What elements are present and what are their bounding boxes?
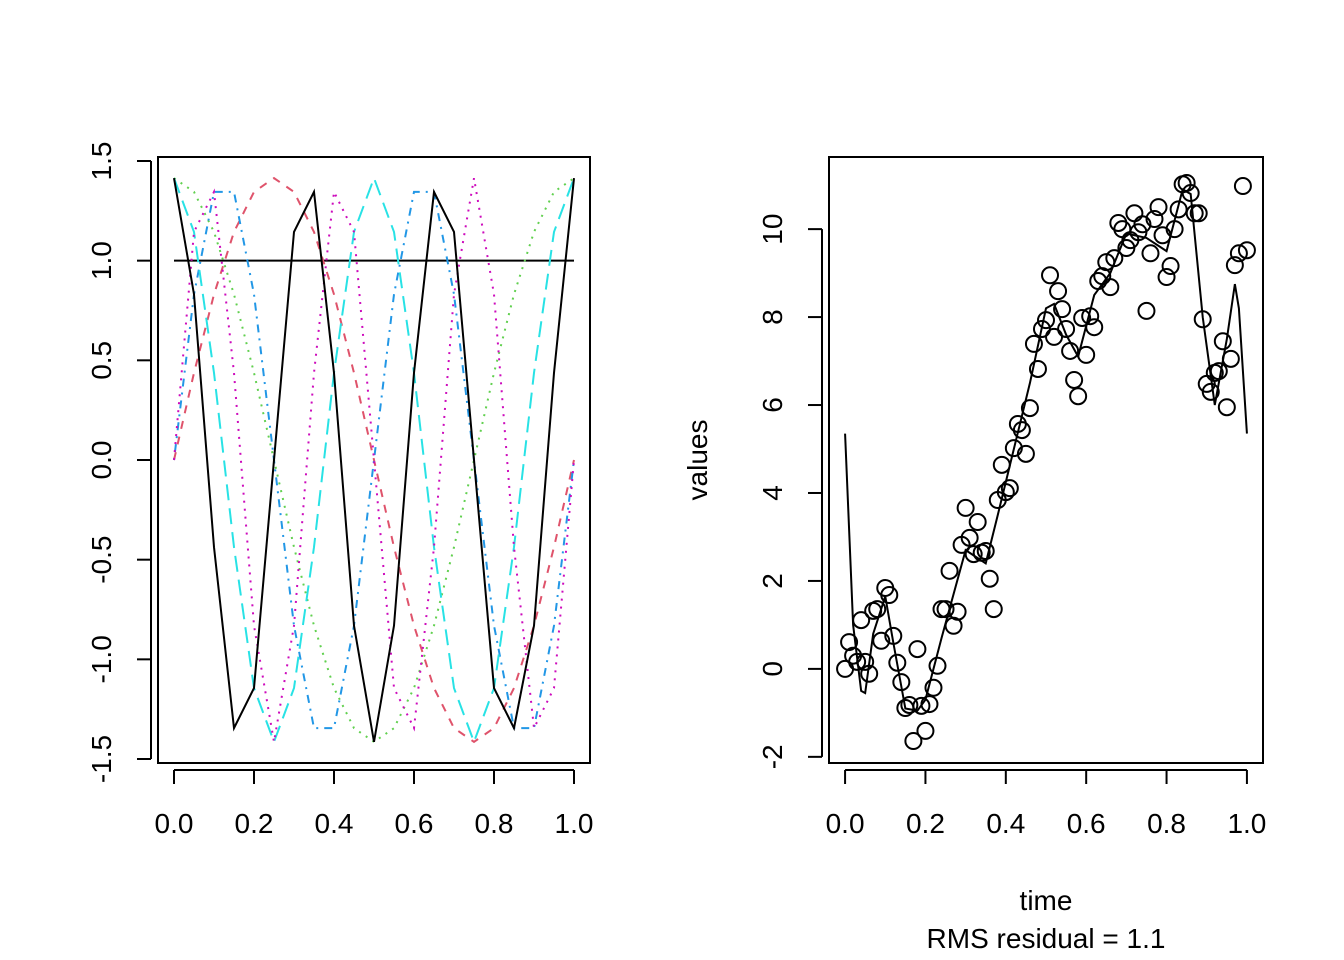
data-point: [992, 455, 1011, 474]
basis-line: [173, 177, 575, 744]
y-tick-label: 0.0: [86, 441, 117, 480]
data-point: [1213, 332, 1232, 351]
data-point: [1016, 444, 1035, 463]
data-point: [1189, 204, 1208, 223]
data-point: [1049, 282, 1068, 301]
data-point: [1137, 301, 1156, 320]
data-point: [1133, 215, 1152, 234]
data-point: [1225, 256, 1244, 275]
y-tick-label: -1.5: [86, 735, 117, 783]
data-point: [1041, 266, 1060, 285]
data-point: [1125, 204, 1144, 223]
data-point: [1101, 278, 1120, 297]
data-point: [888, 653, 907, 672]
x-tick-label: 0.4: [315, 808, 354, 839]
data-point: [912, 696, 931, 715]
y-tick-label: -2: [757, 744, 788, 769]
data-point: [1020, 399, 1039, 418]
y-axis-label: values: [682, 420, 713, 501]
y-tick-label: 0.5: [86, 341, 117, 380]
data-point: [1012, 421, 1031, 440]
data-point: [1073, 308, 1092, 327]
data-point: [956, 498, 975, 517]
data-point: [924, 678, 943, 697]
subtitle: RMS residual = 1.1: [927, 923, 1166, 954]
data-point: [1157, 268, 1176, 287]
basis-line: [173, 177, 575, 743]
data-point: [868, 600, 887, 619]
x-axis-label: time: [1020, 885, 1073, 916]
data-point: [1053, 300, 1072, 319]
plot-box: [828, 156, 1264, 764]
data-point: [840, 633, 859, 652]
x-tick-label: 0.8: [475, 808, 514, 839]
data-point: [1161, 257, 1180, 276]
data-point: [936, 600, 955, 619]
basis-line: [173, 177, 575, 743]
y-tick-label: 4: [757, 485, 788, 501]
data-point: [1141, 244, 1160, 263]
data-point: [1185, 204, 1204, 223]
data-point: [916, 721, 935, 740]
data-point: [900, 695, 919, 714]
data-point: [1229, 244, 1248, 263]
data-point: [904, 732, 923, 751]
data-point: [1145, 210, 1164, 229]
data-point: [1028, 359, 1047, 378]
data-point: [1105, 249, 1124, 268]
data-point: [1085, 318, 1104, 337]
x-tick-label: 0.6: [1067, 808, 1106, 839]
x-tick-label: 1.0: [1227, 808, 1266, 839]
y-tick-label: 2: [757, 573, 788, 589]
y-tick-label: 10: [757, 214, 788, 245]
data-point: [940, 561, 959, 580]
x-tick-label: 0.2: [906, 808, 945, 839]
data-point: [980, 569, 999, 588]
x-tick-label: 1.0: [555, 808, 594, 839]
y-tick-label: -1.0: [86, 635, 117, 683]
x-tick-label: 0.2: [235, 808, 274, 839]
data-point: [948, 602, 967, 621]
data-point: [1069, 387, 1088, 406]
fit-line: [844, 188, 1248, 712]
data-point: [1149, 198, 1168, 217]
data-point: [928, 656, 947, 675]
data-point: [880, 586, 899, 605]
basis-line: [173, 176, 575, 744]
data-point: [1237, 241, 1256, 260]
data-point: [1201, 382, 1220, 401]
data-point: [1045, 327, 1064, 346]
data-point: [1000, 479, 1019, 498]
y-tick-label: 1.0: [86, 241, 117, 280]
y-tick-label: 0: [757, 661, 788, 677]
data-point: [1057, 319, 1076, 338]
data-point: [1024, 334, 1043, 353]
x-tick-label: 0.6: [395, 808, 434, 839]
data-point: [1217, 398, 1236, 417]
data-point: [908, 640, 927, 659]
data-point: [960, 528, 979, 547]
y-tick-label: 6: [757, 397, 788, 413]
basis-line: [173, 175, 575, 745]
data-point: [984, 600, 1003, 619]
x-tick-label: 0.4: [986, 808, 1025, 839]
y-tick-label: 8: [757, 309, 788, 325]
x-tick-label: 0.0: [155, 808, 194, 839]
y-tick-label: -0.5: [86, 536, 117, 584]
basis-line: [173, 190, 575, 730]
y-tick-label: 1.5: [86, 142, 117, 181]
data-point: [968, 513, 987, 532]
x-tick-label: 0.8: [1147, 808, 1186, 839]
data-point: [1004, 439, 1023, 458]
x-tick-label: 0.0: [826, 808, 865, 839]
plot-box: [157, 156, 591, 764]
data-point: [964, 545, 983, 564]
data-point: [976, 542, 995, 561]
data-point: [1065, 370, 1084, 389]
data-point: [1233, 177, 1252, 196]
